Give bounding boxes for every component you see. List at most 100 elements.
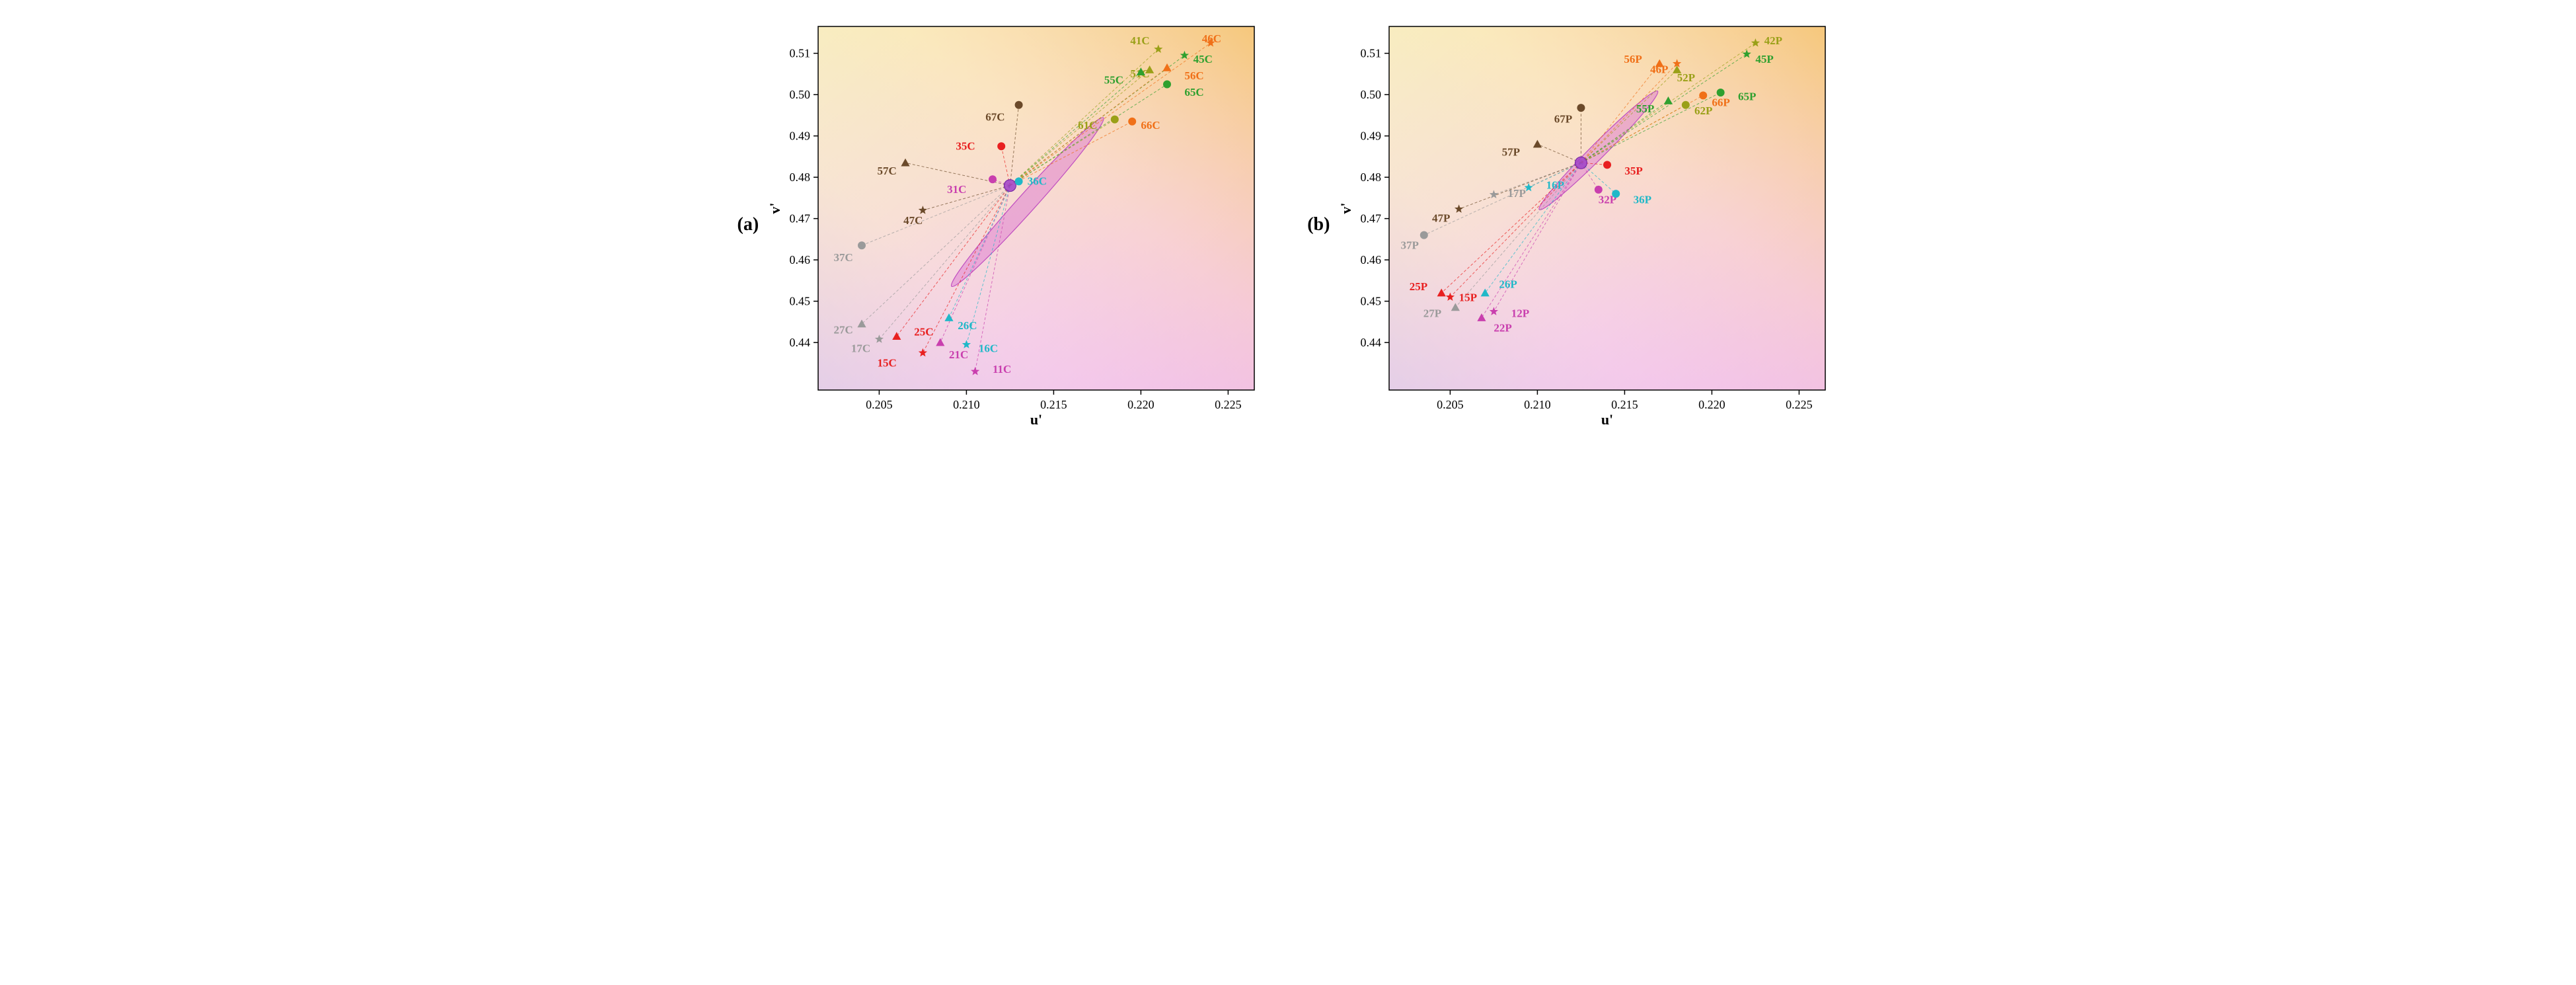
point-label-27P: 27P: [1423, 307, 1441, 319]
svg-text:0.45: 0.45: [790, 295, 811, 308]
point-label-37P: 37P: [1401, 239, 1419, 251]
svg-text:0.51: 0.51: [790, 47, 811, 60]
point-label-55P: 55P: [1636, 102, 1654, 115]
svg-text:v': v': [1338, 202, 1354, 214]
point-label-55C: 55C: [1104, 73, 1123, 86]
point-label-45C: 45C: [1193, 53, 1213, 65]
point-label-52P: 52P: [1677, 71, 1695, 84]
point-label-16P: 16P: [1546, 179, 1564, 192]
svg-text:0.215: 0.215: [1040, 398, 1067, 411]
point-label-67P: 67P: [1554, 113, 1572, 126]
point-label-56P: 56P: [1624, 53, 1642, 65]
point-label-25C: 25C: [914, 326, 933, 338]
svg-text:0.45: 0.45: [1361, 295, 1382, 308]
figure: (a) 0.205 0.210 0.215 0.220 0.225 0.44 0.45 0.4…: [738, 13, 1839, 436]
svg-text:0.50: 0.50: [790, 88, 811, 101]
svg-text:0.47: 0.47: [1361, 212, 1382, 225]
svg-text:0.48: 0.48: [1361, 171, 1382, 184]
point-61C: [1111, 116, 1119, 124]
plot-wrap-a: 0.205 0.210 0.215 0.220 0.225 0.44 0.45 0.46 0.4…: [765, 13, 1268, 436]
point-label-16C: 16C: [979, 342, 998, 355]
svg-text:0.48: 0.48: [790, 171, 811, 184]
svg-text:0.210: 0.210: [1525, 398, 1552, 411]
point-label-36C: 36C: [1028, 175, 1047, 187]
point-label-17C: 17C: [851, 342, 870, 355]
point-label-22P: 22P: [1494, 321, 1512, 334]
panel-a: (a) 0.205 0.210 0.215 0.220 0.225 0.44 0.45 0.4…: [738, 13, 1268, 436]
svg-text:0.225: 0.225: [1786, 398, 1813, 411]
point-label-66C: 66C: [1141, 119, 1160, 132]
point-32P: [1595, 186, 1603, 194]
point-66C: [1128, 118, 1136, 126]
svg-text:0.210: 0.210: [953, 398, 980, 411]
svg-text:0.220: 0.220: [1699, 398, 1726, 411]
point-label-26P: 26P: [1499, 278, 1517, 291]
svg-text:0.205: 0.205: [1437, 398, 1464, 411]
point-31C: [989, 175, 997, 183]
point-label-41C: 41C: [1131, 34, 1150, 47]
point-label-26C: 26C: [958, 319, 977, 332]
point-36P: [1612, 190, 1620, 198]
point-label-36P: 36P: [1634, 194, 1651, 206]
point-label-57C: 57C: [878, 165, 897, 177]
scatter-plot-b: 0.205 0.210 0.215 0.220 0.225 0.44 0.45 0.46 0.4…: [1336, 13, 1838, 436]
point-37C: [858, 241, 866, 249]
point-label-25P: 25P: [1410, 280, 1427, 293]
point-65C: [1163, 81, 1171, 89]
svg-text:0.225: 0.225: [1215, 398, 1242, 411]
point-label-46C: 46C: [1202, 32, 1221, 45]
point-66P: [1700, 91, 1708, 99]
point-label-35C: 35C: [956, 139, 975, 152]
point-label-65C: 65C: [1185, 86, 1204, 98]
point-label-42P: 42P: [1764, 34, 1782, 47]
svg-text:0.50: 0.50: [1361, 88, 1382, 101]
svg-text:u': u': [1601, 411, 1613, 428]
svg-text:0.46: 0.46: [790, 253, 811, 266]
point-label-15C: 15C: [878, 356, 897, 369]
point-label-35P: 35P: [1625, 165, 1643, 177]
point-label-12P: 12P: [1511, 307, 1529, 319]
point-label-37C: 37C: [834, 251, 853, 264]
point-label-47C: 47C: [903, 214, 923, 227]
point-35C: [997, 142, 1005, 150]
point-label-15P: 15P: [1459, 292, 1477, 304]
point-67P: [1577, 104, 1585, 112]
svg-text:0.215: 0.215: [1612, 398, 1639, 411]
svg-text:0.220: 0.220: [1127, 398, 1155, 411]
point-67C: [1015, 101, 1023, 109]
panel-b: (b) 0.205 0.210 0.215 0.220 0.225 0.44 0.45 0.4…: [1307, 13, 1838, 436]
panel-label-a: (a): [738, 214, 759, 235]
svg-text:u': u': [1030, 411, 1042, 428]
point-label-17P: 17P: [1508, 187, 1526, 200]
point-label-21C: 21C: [949, 348, 968, 361]
point-label-65P: 65P: [1738, 90, 1756, 102]
svg-text:0.49: 0.49: [1361, 130, 1382, 143]
plot-wrap-b: 0.205 0.210 0.215 0.220 0.225 0.44 0.45 0.46 0.4…: [1336, 13, 1838, 436]
point-label-61C: 61C: [1078, 119, 1097, 132]
point-65P: [1717, 89, 1725, 97]
point-label-62P: 62P: [1694, 104, 1712, 117]
scatter-plot-a: 0.205 0.210 0.215 0.220 0.225 0.44 0.45 0.46 0.4…: [765, 13, 1268, 436]
point-label-31C: 31C: [947, 183, 966, 196]
svg-text:0.205: 0.205: [866, 398, 893, 411]
point-label-11C: 11C: [993, 363, 1011, 375]
point-label-27C: 27C: [834, 323, 853, 336]
svg-text:0.51: 0.51: [1361, 47, 1382, 60]
svg-text:0.47: 0.47: [790, 212, 811, 225]
svg-text:v': v': [767, 202, 783, 214]
svg-text:0.46: 0.46: [1361, 253, 1382, 266]
point-label-47P: 47P: [1432, 212, 1450, 225]
point-label-66P: 66P: [1712, 97, 1730, 109]
point-62P: [1682, 101, 1690, 109]
point-label-67C: 67C: [985, 111, 1004, 124]
point-36C: [1015, 177, 1023, 185]
point-35P: [1603, 161, 1611, 169]
svg-text:0.49: 0.49: [790, 130, 811, 143]
svg-text:0.44: 0.44: [790, 336, 811, 349]
point-37P: [1420, 231, 1428, 239]
point-label-56C: 56C: [1185, 69, 1204, 82]
point-label-45P: 45P: [1756, 53, 1774, 65]
point-label-57P: 57P: [1502, 146, 1520, 159]
svg-text:0.44: 0.44: [1361, 336, 1382, 349]
panel-label-b: (b): [1307, 214, 1330, 235]
